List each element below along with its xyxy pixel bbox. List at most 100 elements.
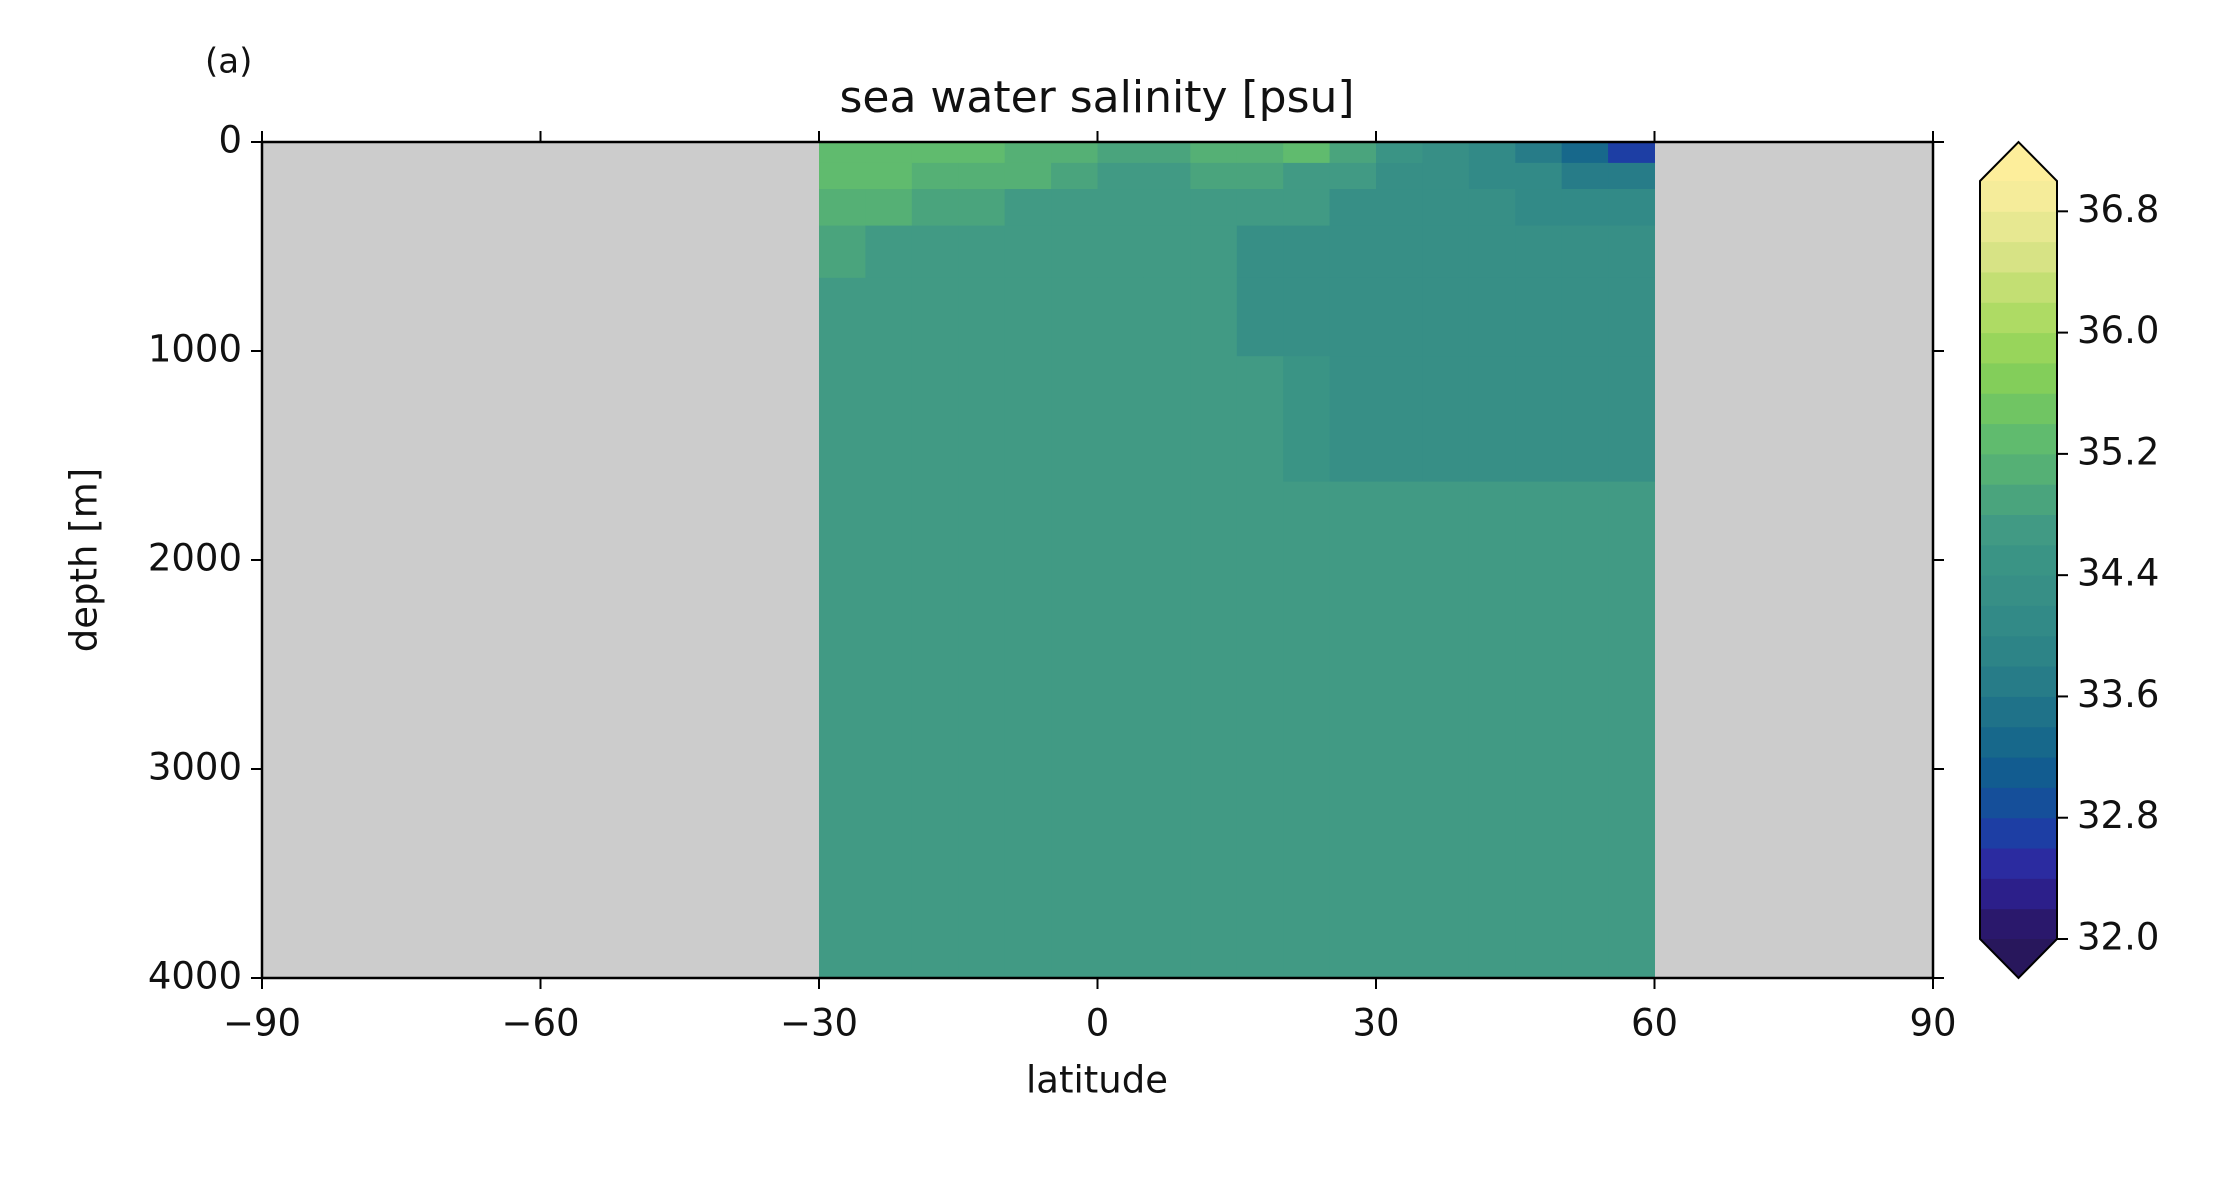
- colorbar-tick-label: 32.0: [2077, 916, 2159, 959]
- y-tick-label: 1000: [148, 328, 242, 371]
- x-tick-label: 30: [1352, 1002, 1399, 1045]
- x-tick-label: 90: [1909, 1002, 1956, 1045]
- heat-cell: [1283, 162, 1331, 190]
- heat-cell: [1561, 277, 1609, 357]
- heat-cell: [1190, 189, 1238, 227]
- heat-cell: [1561, 189, 1609, 227]
- heat-cell: [1143, 481, 1191, 692]
- heat-cell: [1422, 481, 1470, 692]
- heat-cell: [1283, 277, 1331, 357]
- colorbar-band: [1980, 817, 2057, 849]
- heat-cell: [1561, 225, 1609, 279]
- heat-cell: [1422, 162, 1470, 190]
- heat-cell: [1097, 142, 1145, 164]
- heat-cell: [865, 690, 913, 979]
- heat-cell: [911, 277, 959, 357]
- heat-cell: [1329, 277, 1377, 357]
- heat-cell: [1190, 356, 1238, 483]
- heat-cell: [911, 481, 959, 692]
- heat-cell: [911, 142, 959, 164]
- x-tick-label: −90: [223, 1002, 301, 1045]
- colorbar-band: [1980, 848, 2057, 879]
- heat-cell: [1143, 162, 1191, 190]
- heat-cell: [958, 162, 1006, 190]
- heat-cell: [1468, 277, 1516, 357]
- heat-cell: [1376, 142, 1423, 164]
- colorbar-band: [1980, 332, 2057, 364]
- heat-cell: [865, 225, 913, 279]
- colorbar-band: [1980, 484, 2057, 516]
- heat-cell: [1329, 189, 1377, 227]
- colorbar-band: [1980, 271, 2057, 303]
- heat-cell: [1608, 356, 1655, 483]
- heat-cell: [865, 356, 913, 483]
- heat-cell: [1468, 356, 1516, 483]
- heat-cell: [1515, 142, 1563, 164]
- heat-cell: [1468, 225, 1516, 279]
- heat-cell: [1236, 277, 1284, 357]
- colorbar-band: [1980, 908, 2057, 940]
- colorbar-band: [1980, 605, 2057, 637]
- heat-cell: [958, 356, 1006, 483]
- heat-cell: [1190, 225, 1238, 279]
- colorbar-band: [1980, 453, 2057, 485]
- heat-cell: [1143, 277, 1191, 357]
- heat-cell: [1468, 690, 1516, 979]
- heat-cell: [1608, 142, 1655, 164]
- heat-cell: [1608, 690, 1655, 979]
- panel-label: (a): [205, 42, 252, 82]
- x-tick-label: −30: [780, 1002, 858, 1045]
- heat-cell: [819, 481, 866, 692]
- heat-cell: [958, 481, 1006, 692]
- heat-cell: [1515, 277, 1563, 357]
- colorbar-band: [1980, 544, 2057, 576]
- heat-cell: [819, 277, 866, 357]
- colorbar-tick-label: 36.8: [2077, 188, 2159, 231]
- heat-cell: [1376, 162, 1423, 190]
- heat-cell: [1097, 481, 1145, 692]
- heat-cell: [1097, 690, 1145, 979]
- heat-cell: [1143, 690, 1191, 979]
- heat-cell: [1004, 142, 1052, 164]
- heat-cell: [1190, 162, 1238, 190]
- heat-cell: [1236, 690, 1284, 979]
- heat-cell: [819, 356, 866, 483]
- x-tick-label: 60: [1631, 1002, 1678, 1045]
- colorbar-band: [1980, 787, 2057, 819]
- heat-cell: [1143, 142, 1191, 164]
- heat-cell: [1051, 162, 1098, 190]
- heat-cell: [1283, 690, 1331, 979]
- heat-cell: [1051, 189, 1098, 227]
- heat-cell: [1051, 225, 1098, 279]
- heat-cell: [1329, 162, 1377, 190]
- heat-cell: [1608, 189, 1655, 227]
- colorbar-band: [1980, 635, 2057, 667]
- heat-cell: [1190, 277, 1238, 357]
- heat-cell: [1143, 189, 1191, 227]
- heat-cell: [1515, 356, 1563, 483]
- heat-cell: [911, 189, 959, 227]
- colorbar-tick-label: 36.0: [2077, 309, 2159, 352]
- heat-cell: [1283, 481, 1331, 692]
- x-axis-label: latitude: [1026, 1059, 1168, 1102]
- colorbar-band: [1980, 393, 2057, 425]
- colorbar-band: [1980, 241, 2057, 273]
- colorbar-tick-label: 33.6: [2077, 673, 2159, 716]
- heat-cell: [865, 189, 913, 227]
- colorbar-band: [1980, 514, 2057, 546]
- y-tick-label: 2000: [148, 537, 242, 580]
- heat-cell: [1376, 481, 1423, 692]
- heat-cell: [865, 142, 913, 164]
- heat-cell: [1422, 356, 1470, 483]
- heat-cell: [1422, 690, 1470, 979]
- heat-cell: [1515, 481, 1563, 692]
- heat-cell: [1329, 690, 1377, 979]
- colorbar-tick-label: 34.4: [2077, 552, 2159, 595]
- colorbar-tick-label: 32.8: [2077, 794, 2159, 837]
- heat-cell: [1468, 189, 1516, 227]
- heat-cell: [958, 142, 1006, 164]
- heat-cell: [1236, 356, 1284, 483]
- heat-cell: [1283, 142, 1331, 164]
- heat-cell: [1561, 690, 1609, 979]
- heat-cell: [1236, 162, 1284, 190]
